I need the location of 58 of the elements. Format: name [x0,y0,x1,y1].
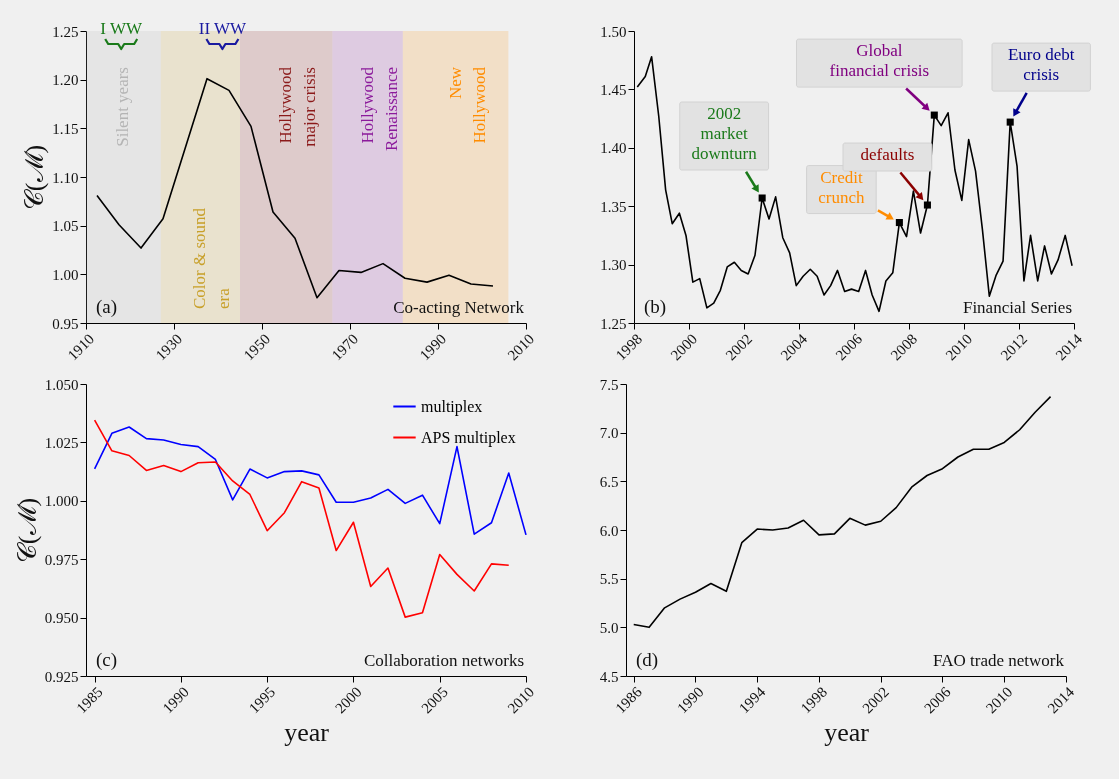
y-tick-label: 1.10 [52,169,79,186]
annotation: Collaboration networks [363,651,524,670]
band-label: Color & sound era [190,207,234,309]
y-tick-label: 1.05 [52,218,79,235]
y-tick-label: 7.0 [599,425,619,442]
point [930,111,938,119]
annotation: (c) [96,649,118,671]
annotation: Financial Series [962,298,1072,317]
y-tick-label: 1.15 [52,120,79,137]
y-tick-label: 1.25 [52,23,79,40]
y-tick-label: 1.45 [600,81,627,98]
y-tick-label: 1.40 [600,140,627,157]
y-tick-label: 0.95 [52,315,79,332]
line-series [93,426,527,536]
line-series [632,395,1052,629]
y-tick-label: 6.5 [599,473,619,490]
y-tick-label: 1.30 [600,257,627,274]
y-tick-label: 1.35 [600,198,627,215]
annotation: defaults [860,145,915,165]
y-tick-label: 1.00 [52,266,79,283]
y-axis-title: 𝒞(ℳ) [12,497,42,564]
y-tick-label: 0.925 [44,668,79,685]
y-tick-label: 1.000 [44,493,79,510]
annotation: Global financial crisis [829,41,930,81]
y-tick-label: 1.20 [52,72,79,89]
band-label: New Hollywood [445,66,489,144]
x-axis-title: year [284,718,330,748]
y-tick-label: 4.5 [599,668,619,685]
point [923,201,931,209]
annotation: (a) [96,296,118,318]
y-tick-label: 5.0 [599,619,619,636]
legend-label: APS multiplex [421,428,516,447]
annotation: 2002 market downturn [691,104,758,164]
y-tick-label: 1.050 [44,376,79,393]
annotation: Credit crunch [818,167,865,207]
annotation: Co-acting Network [393,298,525,317]
annotation: Euro debt crisis [1007,45,1075,85]
point [895,219,903,227]
y-tick-label: 0.950 [44,610,79,627]
point [1006,118,1014,126]
annotation: (d) [636,649,659,671]
y-tick-label: 6.0 [599,522,619,539]
y-tick-label: 0.975 [44,551,79,568]
x-axis-title: year [824,718,870,748]
annotation: I WW [100,19,143,38]
y-tick-label: 1.50 [600,23,627,40]
annotation: FAO trade network [933,651,1065,670]
legend-label: multiplex [421,397,483,416]
annotation: II WW [198,19,248,38]
band-label: Hollywood Renaissance [357,66,401,152]
y-tick-label: 5.5 [599,571,619,588]
band-label: Hollywood major crisis [276,66,320,147]
y-tick-label: 1.025 [44,434,79,451]
point [758,194,766,202]
y-tick-label: 1.25 [600,315,627,332]
y-axis-title: 𝒞(ℳ) [20,144,50,211]
y-tick-label: 7.5 [599,376,619,393]
annotation: (b) [644,296,667,318]
